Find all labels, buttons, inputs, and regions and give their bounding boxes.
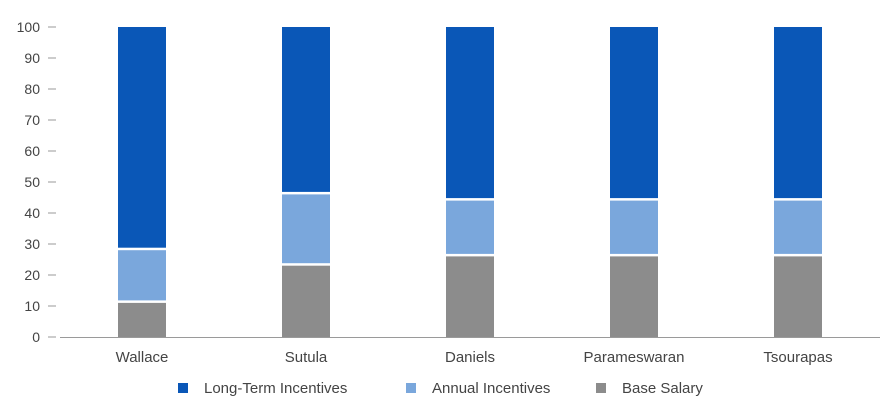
bar-segment-annual-incentives [774, 200, 822, 254]
y-tick-label: 60 [24, 143, 40, 159]
bar-segment-base-salary [282, 265, 330, 337]
y-tick-label: 80 [24, 81, 40, 97]
x-tick-label: Parameswaran [584, 349, 685, 366]
legend-item: Long-Term Incentives [178, 380, 347, 397]
legend-swatch [178, 383, 188, 393]
bar-segment-base-salary [446, 256, 494, 337]
bar-stack [446, 27, 494, 337]
x-axis: Wallace Sutula Daniels Parameswaran Tsourapa… [60, 337, 880, 366]
y-tick-label: 10 [24, 298, 40, 314]
legend-label: Annual Incentives [432, 380, 550, 396]
y-tick-label: 20 [24, 267, 40, 283]
legend-swatch [596, 383, 606, 393]
bar-segment-annual-incentives [118, 250, 166, 301]
x-tick-label: Wallace [116, 349, 169, 366]
bar-segment-long-term-incentives [282, 27, 330, 192]
x-tick-label: Daniels [445, 349, 495, 366]
y-tick-label: 100 [17, 19, 41, 35]
y-tick-label: 0 [32, 329, 40, 345]
y-axis: 0 10 20 30 40 50 60 70 80 90 100 [17, 19, 56, 345]
bar-segment-base-salary [610, 256, 658, 337]
y-tick-label: 50 [24, 174, 40, 190]
legend-label: Base Salary [622, 380, 703, 396]
bar-stack [774, 27, 822, 337]
bar-stack [118, 27, 166, 337]
bar-segment-annual-incentives [610, 200, 658, 254]
legend-label: Long-Term Incentives [204, 380, 347, 396]
bar-segment-long-term-incentives [118, 27, 166, 248]
legend-swatch [406, 383, 416, 393]
y-tick-label: 40 [24, 205, 40, 221]
x-tick-label: Tsourapas [763, 349, 832, 366]
bar-segment-base-salary [118, 302, 166, 337]
x-tick-label: Sutula [285, 349, 328, 366]
legend: Long-Term Incentives Annual Incentives Bas… [178, 380, 703, 397]
bar-segment-base-salary [774, 256, 822, 337]
y-tick-label: 90 [24, 50, 40, 66]
bar-segment-long-term-incentives [446, 27, 494, 199]
y-tick-label: 70 [24, 112, 40, 128]
bar-segment-annual-incentives [446, 200, 494, 254]
legend-item: Annual Incentives [406, 380, 550, 397]
bars [118, 27, 822, 337]
bar-segment-long-term-incentives [610, 27, 658, 199]
bar-segment-annual-incentives [282, 194, 330, 264]
bar-stack [610, 27, 658, 337]
bar-stack [282, 27, 330, 337]
y-tick-label: 30 [24, 236, 40, 252]
legend-item: Base Salary [596, 380, 703, 397]
bar-segment-long-term-incentives [774, 27, 822, 199]
